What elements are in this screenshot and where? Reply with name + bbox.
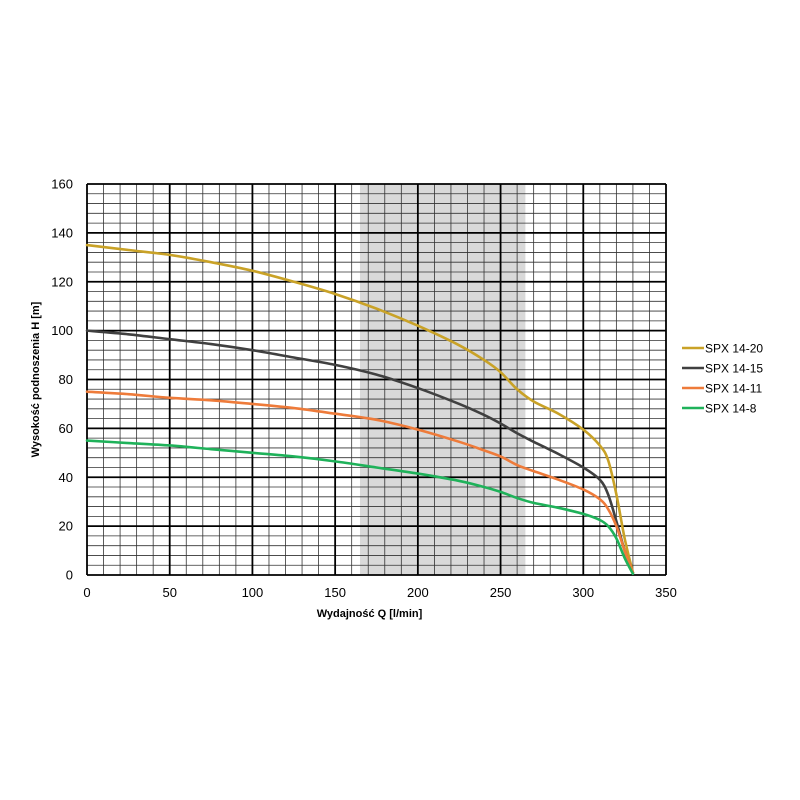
y-tick-label: 140	[51, 225, 73, 240]
legend-label: SPX 14-11	[705, 382, 762, 396]
legend: SPX 14-20 SPX 14-15 SPX 14-11 SPX 14-8	[682, 342, 763, 416]
x-tick-label: 350	[655, 585, 677, 600]
series-line-2	[85, 329, 635, 574]
x-tick-label: 150	[324, 585, 346, 600]
series-line-1	[85, 243, 635, 574]
grid-layer	[86, 183, 667, 576]
x-tick-label: 100	[242, 585, 264, 600]
x-tick-label: 250	[490, 585, 512, 600]
y-tick-label: 120	[51, 274, 73, 289]
series-line-3	[85, 390, 635, 574]
legend-label: SPX 14-15	[705, 362, 763, 376]
x-tick-label: 300	[572, 585, 594, 600]
legend-label: SPX 14-8	[705, 402, 757, 416]
y-tick-label: 40	[59, 470, 73, 485]
series-line-4	[85, 439, 635, 576]
y-axis-label: Wysokość podnoszenia H [m]	[30, 301, 42, 457]
series-layer	[85, 243, 635, 576]
legend-label: SPX 14-20	[705, 342, 763, 356]
x-axis-label: Wydajność Q [l/min]	[317, 608, 423, 620]
x-tick-label: 50	[162, 585, 176, 600]
tick-label-layer: 0 50 100 150 200 250 300 350 0 20 40 60 80 100 120 140 1…	[51, 177, 677, 601]
y-tick-label: 80	[59, 372, 73, 387]
y-tick-label: 60	[59, 421, 73, 436]
x-tick-label: 0	[83, 585, 90, 600]
y-tick-label: 0	[66, 568, 73, 583]
y-tick-label: 100	[51, 323, 73, 338]
y-tick-label: 160	[51, 177, 73, 192]
y-tick-label: 20	[59, 519, 73, 534]
x-tick-label: 200	[407, 585, 429, 600]
